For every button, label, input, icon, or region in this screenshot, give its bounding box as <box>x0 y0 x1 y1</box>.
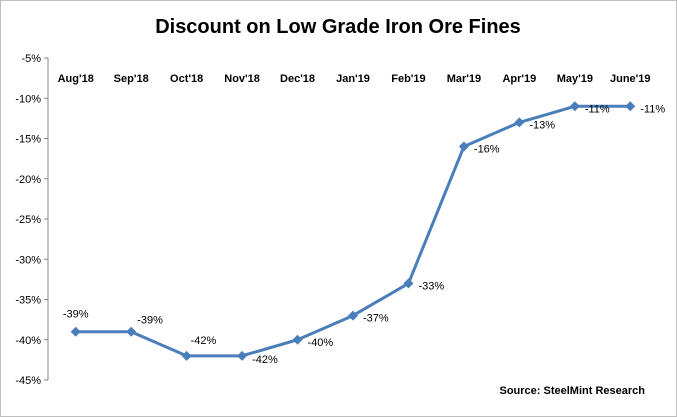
x-category-label: June'19 <box>610 73 651 85</box>
data-point-marker <box>292 334 303 345</box>
data-label: -33% <box>418 280 444 292</box>
data-point-marker <box>403 278 414 289</box>
x-category-label: Nov'18 <box>224 73 260 85</box>
x-category-label: Mar'19 <box>447 73 481 85</box>
y-tick-label: -20% <box>15 174 41 186</box>
data-label: -13% <box>529 119 555 131</box>
data-label: -16% <box>474 144 500 156</box>
data-label: -11% <box>585 103 610 115</box>
chart-title: Discount on Low Grade Iron Ore Fines <box>155 16 521 38</box>
series-group <box>70 101 636 361</box>
x-axis-labels: Aug'18 Sep'18 Oct'18 Nov'18 Dec'18 Jan'19 Feb'… <box>58 73 651 85</box>
y-tick-label: -45% <box>15 375 41 387</box>
data-point-marker <box>70 326 81 337</box>
x-category-label: Apr'19 <box>502 73 536 85</box>
y-tick-label: -15% <box>15 134 41 146</box>
data-label: -40% <box>308 337 334 349</box>
y-tick-label: -25% <box>15 214 41 226</box>
x-category-label: Jan'19 <box>336 73 370 85</box>
y-tick-label: -40% <box>15 335 41 347</box>
x-category-label: May'19 <box>557 73 593 85</box>
x-category-label: Oct'18 <box>170 73 203 85</box>
y-tick-label: -10% <box>15 93 41 105</box>
x-category-label: Sep'18 <box>114 73 149 85</box>
y-tick-label: -35% <box>15 295 41 307</box>
data-label: -42% <box>252 354 278 366</box>
data-point-marker <box>181 350 192 361</box>
data-point-marker <box>126 326 137 337</box>
x-category-label: Aug'18 <box>58 73 94 85</box>
data-labels: -39% -39% -42% -42% -40% -37% -33% -16% -13% -11%… <box>63 103 665 366</box>
data-label: -39% <box>63 309 89 321</box>
x-category-label: Dec'18 <box>280 73 315 85</box>
data-label: -37% <box>363 313 389 325</box>
data-label: -42% <box>191 335 217 347</box>
data-point-marker <box>569 101 580 112</box>
data-point-marker <box>625 101 636 112</box>
y-tick-label: -30% <box>15 254 41 266</box>
data-point-marker <box>348 310 358 321</box>
data-point-marker <box>458 141 469 152</box>
y-axis-ticks: -5% -10% -15% -20% -25% -30% -35% -40% -45% <box>15 53 48 387</box>
data-point-marker <box>514 117 525 128</box>
data-label: -39% <box>137 315 163 327</box>
source-note: Source: SteelMint Research <box>500 385 646 397</box>
data-point-marker <box>237 350 248 361</box>
x-category-label: Feb'19 <box>391 73 425 85</box>
data-label: -11% <box>640 103 665 115</box>
y-tick-label: -5% <box>21 53 41 65</box>
